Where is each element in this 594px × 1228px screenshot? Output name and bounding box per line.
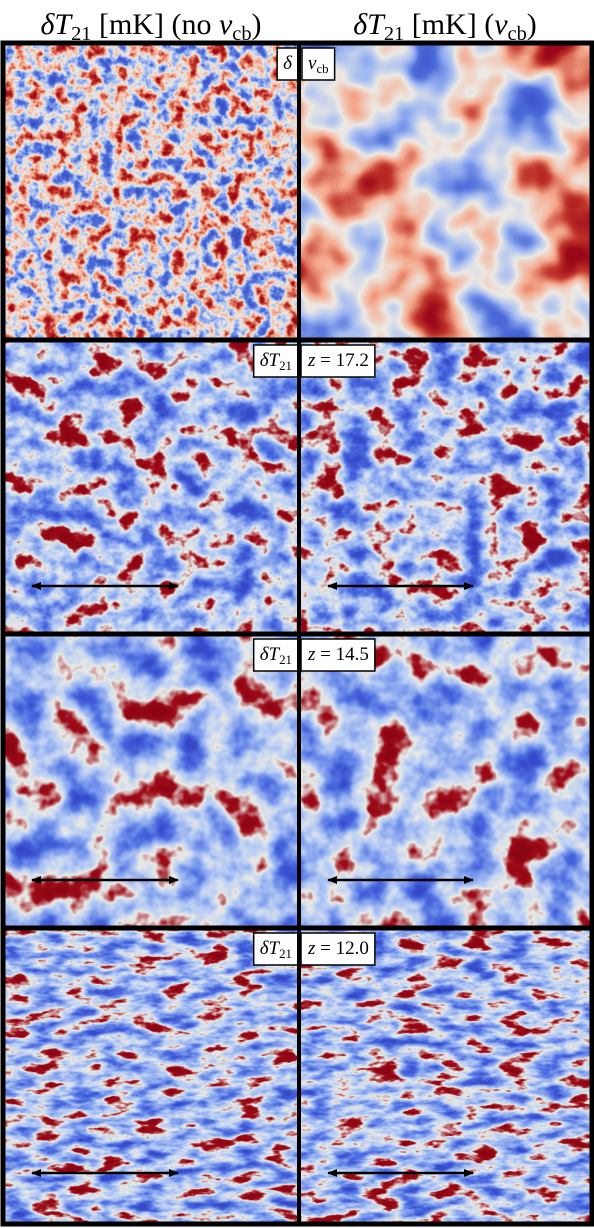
label-box [301, 47, 336, 81]
text-segment: v [494, 8, 508, 41]
text-segment: 21 [279, 652, 292, 667]
map-panel [300, 930, 590, 1223]
panel-label: δ [283, 53, 293, 74]
label-box [300, 638, 376, 672]
text-segment: δT [40, 8, 73, 41]
text-segment: z [307, 350, 316, 371]
text-segment: cb [508, 23, 527, 45]
map-panel [300, 342, 590, 636]
map-panel [300, 636, 590, 930]
text-segment: cb [316, 61, 328, 76]
panel-label: δT21 [260, 938, 292, 961]
panel-label: δT21 [260, 644, 292, 667]
map-panel [5, 930, 298, 1223]
panel-label: z = 17.2 [307, 350, 369, 371]
text-segment: δT [260, 350, 281, 371]
text-segment: cb [232, 23, 251, 45]
panel-label: z = 14.5 [307, 644, 369, 665]
column-header: δT21 [mK] (no vcb) [40, 8, 261, 45]
text-segment: δ [283, 53, 293, 74]
text-segment: v [308, 53, 317, 74]
map-panel [5, 342, 298, 636]
text-segment: δT [353, 8, 386, 41]
panel-label: δT21 [260, 350, 292, 373]
text-segment: v [219, 8, 233, 41]
text-segment: 21 [279, 946, 292, 961]
text-segment: = 17.2 [315, 350, 368, 371]
label-box [252, 932, 299, 966]
text-segment: z [307, 938, 316, 959]
text-segment: [mK] (no [91, 8, 218, 41]
map-panel [5, 45, 298, 342]
map-panel [300, 45, 590, 342]
text-segment: 21 [279, 358, 292, 373]
map-panel [5, 636, 298, 930]
panel-label: vcb [308, 53, 329, 76]
text-segment: 21 [384, 23, 404, 45]
text-segment: ) [252, 8, 262, 41]
text-segment: δT [260, 938, 281, 959]
text-segment: 21 [71, 23, 91, 45]
text-segment: ) [527, 8, 537, 41]
text-segment: = 12.0 [315, 938, 368, 959]
text-segment: = 14.5 [315, 644, 368, 665]
column-header: δT21 [mK] (vcb) [353, 8, 537, 45]
label-box [252, 638, 299, 672]
text-segment: δT [260, 644, 281, 665]
panel-label: z = 12.0 [307, 938, 369, 959]
text-segment: z [307, 644, 316, 665]
text-segment: [mK] ( [404, 8, 494, 41]
